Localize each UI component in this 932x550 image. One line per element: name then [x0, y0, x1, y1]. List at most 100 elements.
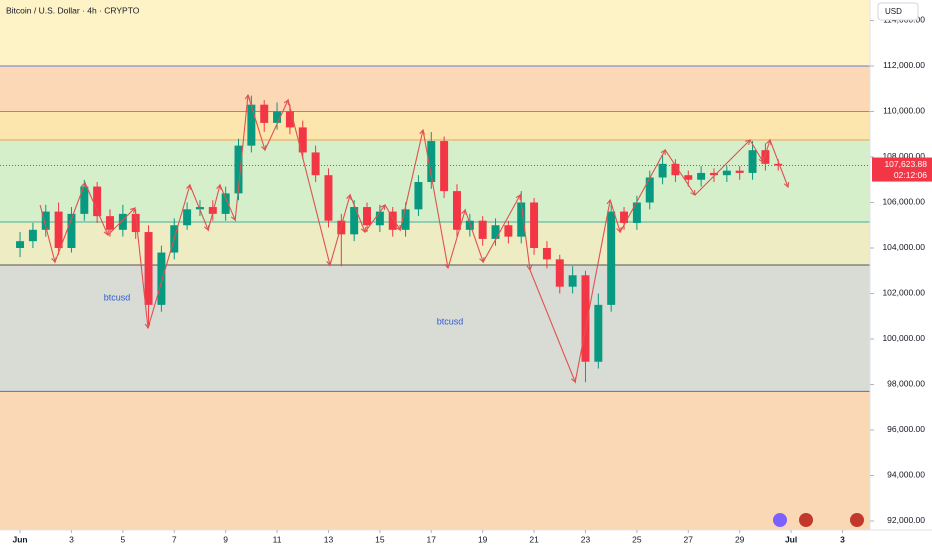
x-tick-label: 17: [427, 534, 437, 544]
candle-body: [542, 247, 551, 260]
candle-body: [324, 175, 333, 221]
candle-body: [684, 175, 693, 180]
x-tick-label: 19: [478, 534, 488, 544]
zigzag-arrowhead: [283, 98, 289, 106]
zigzag-arrowhead: [479, 256, 485, 264]
currency-label: USD: [885, 7, 902, 16]
candle-body: [80, 186, 89, 214]
zigzag-arrowhead: [144, 323, 151, 330]
candle-body: [620, 211, 629, 223]
candle-body: [273, 111, 282, 123]
zigzag-arrowhead: [129, 207, 136, 213]
candle-body: [735, 170, 744, 173]
footer-icons: [773, 513, 864, 527]
zigzag-arrowhead: [51, 257, 57, 264]
candle-body: [478, 220, 487, 239]
x-tick-label: 5: [120, 534, 125, 544]
zigzag-arrowhead: [380, 204, 386, 211]
candle-body: [118, 213, 127, 230]
zigzag-arrowhead: [244, 93, 251, 100]
zigzag-arrowhead: [261, 145, 267, 152]
candle-body: [41, 211, 50, 230]
x-tick-label: 3: [840, 534, 845, 544]
candle-body: [774, 163, 783, 166]
candle-body: [761, 150, 770, 164]
candle-body: [28, 229, 37, 242]
zigzag-arrowhead: [766, 138, 772, 146]
zigzag-arrowhead: [745, 139, 751, 145]
candle-body: [645, 177, 654, 203]
countdown-label: 02:12:06: [894, 170, 927, 180]
zigzag-arrowhead: [395, 224, 401, 231]
annotation: btcusd: [437, 316, 464, 326]
y-tick-label: 106,000.00: [882, 197, 925, 207]
y-tick-label: 96,000.00: [887, 424, 925, 434]
candle-body: [697, 172, 706, 180]
candle-body: [722, 170, 731, 176]
chart-title: Bitcoin / U.S. Dollar · 4h · CRYPTO: [6, 5, 140, 15]
price-tag-label: 107,623.88: [884, 159, 927, 169]
candle-body: [93, 186, 102, 217]
x-tick-label: 9: [223, 534, 228, 544]
candle-body: [594, 304, 603, 362]
candle-body: [440, 141, 449, 192]
candle-body: [671, 163, 680, 176]
zigzag-arrowhead: [444, 263, 451, 270]
y-tick-label: 104,000.00: [882, 242, 925, 252]
candle-body: [16, 241, 25, 248]
zigzag-arrowhead: [186, 183, 192, 191]
zigzag-arrowhead: [346, 193, 352, 201]
icon[interactable]: [799, 513, 813, 527]
candle-body: [530, 202, 539, 248]
zigzag-arrowhead: [360, 226, 367, 234]
candle-body: [260, 104, 269, 123]
annotation: btcusd: [104, 292, 131, 302]
candle-body: [491, 225, 500, 239]
icon[interactable]: [850, 513, 864, 527]
candle-body: [363, 207, 372, 226]
axes: 92,000.00 94,000.00 96,000.00 98,000.00 100,…: [12, 15, 932, 544]
y-tick-label: 98,000.00: [887, 379, 925, 389]
zigzag-arrowhead: [515, 194, 521, 201]
zigzag-arrowhead: [216, 183, 222, 190]
candle-body: [106, 216, 114, 230]
zigzag-arrowhead: [461, 208, 467, 216]
candle-body: [568, 275, 577, 287]
y-tick-label: 112,000.00: [883, 60, 925, 70]
x-tick-label: 21: [529, 534, 539, 544]
zone: [0, 0, 870, 66]
y-tick-label: 108,000.00: [882, 151, 925, 161]
x-tick-label: 25: [632, 534, 642, 544]
candle-body: [350, 207, 359, 235]
candle-body: [414, 182, 423, 210]
zigzag-arrowhead: [783, 181, 790, 189]
time-axis: [0, 530, 870, 550]
candle-body: [555, 259, 564, 287]
currency-button[interactable]: [877, 2, 919, 21]
candle-body: [67, 213, 76, 248]
candle-body: [247, 104, 256, 146]
y-tick-label: 110,000.00: [883, 106, 925, 116]
candle-body: [183, 209, 192, 226]
candle-body: [157, 252, 166, 305]
candle-body: [195, 207, 204, 210]
candle-body: [388, 211, 397, 230]
zigzag-arrowhead: [526, 265, 533, 272]
candle-body: [504, 225, 513, 237]
candle-body: [607, 211, 616, 305]
zone: [0, 222, 870, 266]
x-tick-label: 7: [172, 534, 177, 544]
zigzag-arrowhead: [758, 156, 764, 163]
icon[interactable]: [773, 513, 787, 527]
candle-body: [465, 220, 474, 230]
zone: [0, 65, 870, 112]
candle-body: [298, 127, 307, 153]
zone: [0, 111, 870, 141]
x-tick-label: 11: [273, 534, 282, 544]
candle-body: [748, 150, 757, 173]
x-tick-label: 13: [324, 534, 334, 544]
y-tick-label: 94,000.00: [887, 470, 925, 480]
zigzag-arrowhead: [230, 214, 237, 222]
zigzag-arrowhead: [103, 229, 109, 237]
